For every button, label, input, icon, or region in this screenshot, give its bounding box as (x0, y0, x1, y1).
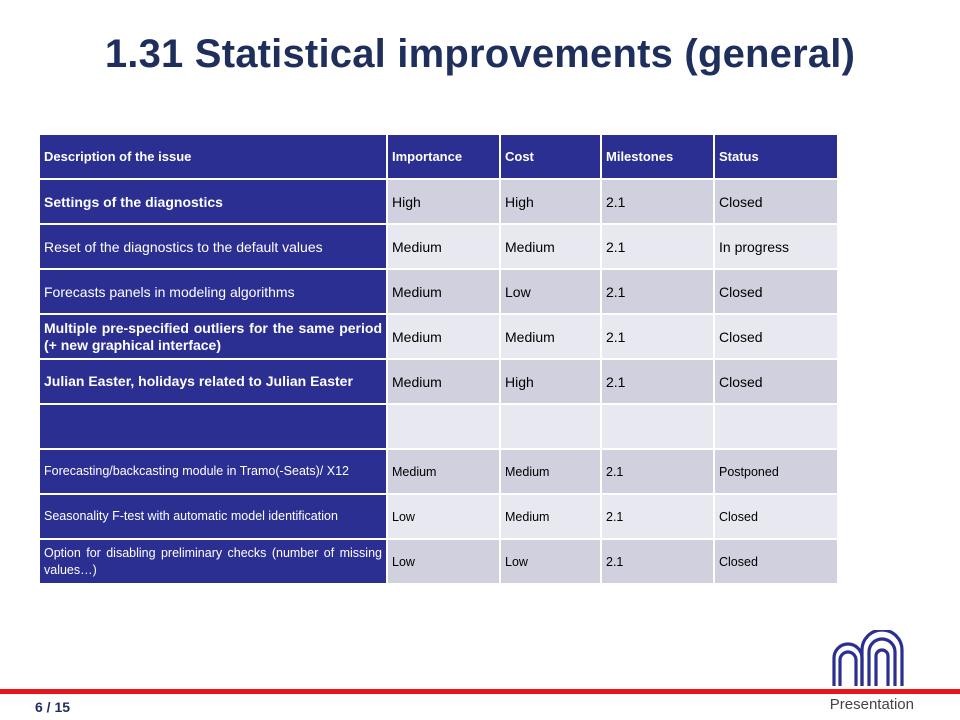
slide-title: 1.31 Statistical improvements (general) (104, 32, 856, 76)
row-milestone: 2.1 (600, 223, 715, 270)
row-milestone: 2.1 (600, 178, 715, 225)
row-description: Option for disabling preliminary checks … (38, 538, 388, 585)
header-cost: Cost (499, 133, 602, 180)
row-status: Closed (713, 268, 839, 315)
row-cost: Medium (499, 493, 602, 540)
row-milestone: 2.1 (600, 268, 715, 315)
row-description (38, 403, 388, 450)
header-importance: Importance (386, 133, 501, 180)
footer-label: Presentation (829, 696, 914, 713)
row-cost: Low (499, 538, 602, 585)
row-cost: Medium (499, 223, 602, 270)
footer-divider (0, 689, 960, 694)
row-status: Closed (713, 178, 839, 225)
row-cost: Low (499, 268, 602, 315)
organization-logo (832, 630, 904, 686)
header-status: Status (713, 133, 839, 180)
header-milestones: Milestones (600, 133, 715, 180)
header-description: Description of the issue (38, 133, 388, 180)
table-row: Settings of the diagnostics High High 2.… (38, 178, 839, 225)
row-cost: Medium (499, 448, 602, 495)
row-milestone: 2.1 (600, 313, 715, 360)
row-milestone (600, 403, 715, 450)
row-description: Reset of the diagnostics to the default … (38, 223, 388, 270)
row-milestone: 2.1 (600, 493, 715, 540)
row-importance (386, 403, 501, 450)
row-status: Closed (713, 538, 839, 585)
row-importance: Low (386, 538, 501, 585)
table-row: Forecasts panels in modeling algorithms … (38, 268, 839, 315)
table-row: Forecasting/backcasting module in Tramo(… (38, 448, 839, 495)
row-milestone: 2.1 (600, 448, 715, 495)
row-importance: Medium (386, 358, 501, 405)
row-cost: High (499, 358, 602, 405)
row-importance: High (386, 178, 501, 225)
row-milestone: 2.1 (600, 358, 715, 405)
row-status: Closed (713, 358, 839, 405)
table-row: Seasonality F-test with automatic model … (38, 493, 839, 540)
row-importance: Medium (386, 313, 501, 360)
row-status: In progress (713, 223, 839, 270)
row-description: Settings of the diagnostics (38, 178, 388, 225)
table-header-row: Description of the issue Importance Cost… (38, 133, 839, 180)
row-importance: Medium (386, 268, 501, 315)
table-row-empty (38, 403, 839, 450)
row-importance: Medium (386, 448, 501, 495)
row-milestone: 2.1 (600, 538, 715, 585)
row-status: Closed (713, 313, 839, 360)
row-cost: High (499, 178, 602, 225)
table-row: Julian Easter, holidays related to Julia… (38, 358, 839, 405)
page-number: 6 / 15 (35, 699, 71, 715)
row-importance: Low (386, 493, 501, 540)
row-cost (499, 403, 602, 450)
row-status: Closed (713, 493, 839, 540)
row-description: Multiple pre-specified outliers for the … (38, 313, 388, 360)
table-row: Option for disabling preliminary checks … (38, 538, 839, 585)
row-description: Julian Easter, holidays related to Julia… (38, 358, 388, 405)
row-importance: Medium (386, 223, 501, 270)
row-description: Forecasting/backcasting module in Tramo(… (38, 448, 388, 495)
table-row: Reset of the diagnostics to the default … (38, 223, 839, 270)
table-row: Multiple pre-specified outliers for the … (38, 313, 839, 360)
row-status: Postponed (713, 448, 839, 495)
issues-table: Description of the issue Importance Cost… (38, 133, 839, 585)
row-description: Seasonality F-test with automatic model … (38, 493, 388, 540)
row-status (713, 403, 839, 450)
row-description: Forecasts panels in modeling algorithms (38, 268, 388, 315)
row-cost: Medium (499, 313, 602, 360)
